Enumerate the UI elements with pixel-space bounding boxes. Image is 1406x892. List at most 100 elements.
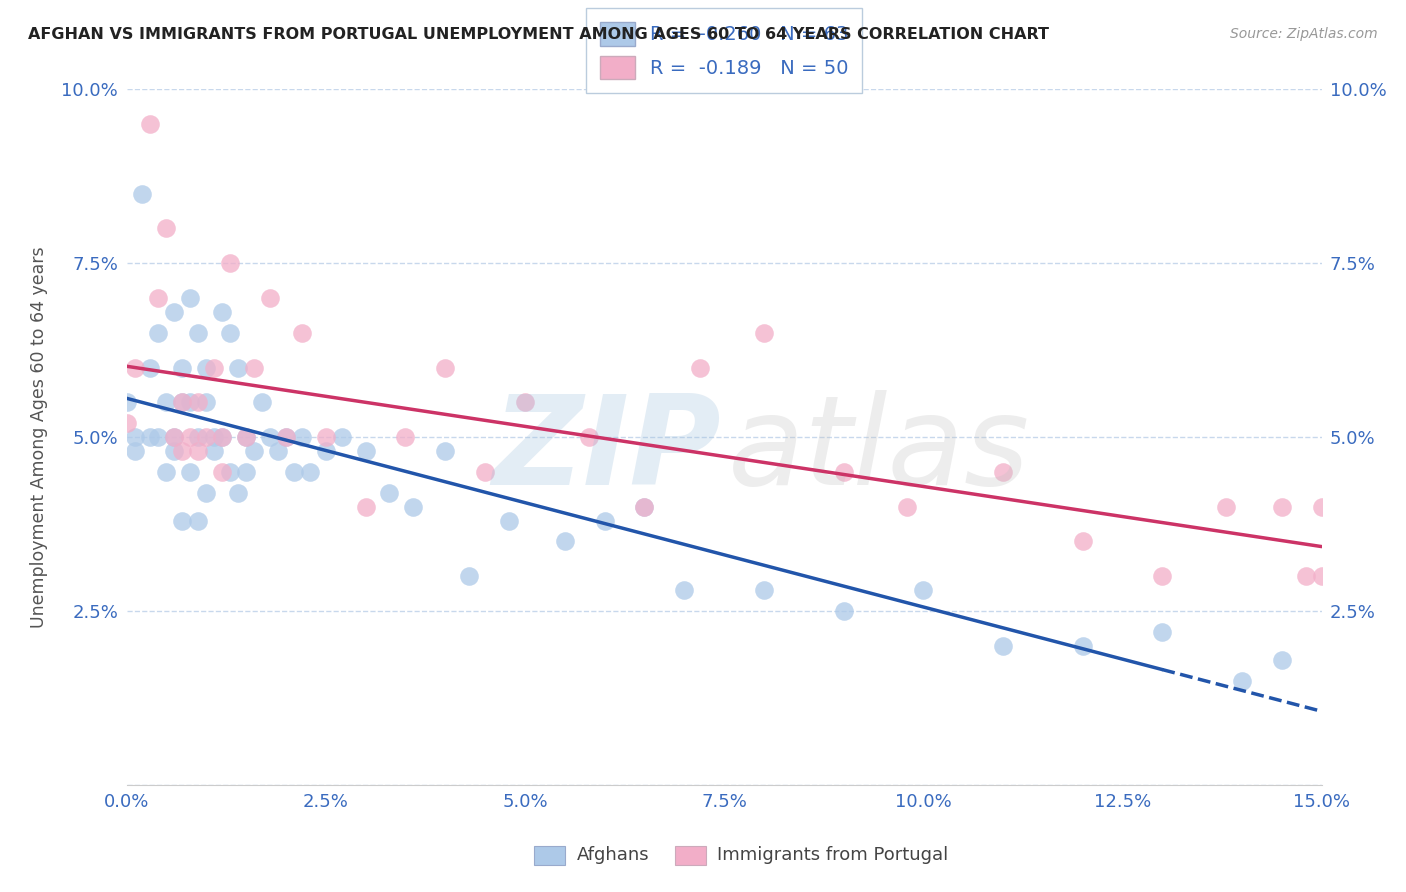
Point (434, 360, 457, 375)
Point (354, 500, 377, 514)
Point (912, 583, 935, 598)
Text: Afghans: Afghans (576, 847, 650, 864)
Point (124, 444, 146, 458)
Point (195, 395, 218, 409)
Point (155, 221, 177, 235)
Y-axis label: Unemployment Among Ages 60 to 64 years: Unemployment Among Ages 60 to 64 years (30, 246, 48, 628)
Point (163, 430, 186, 444)
Text: Source: ZipAtlas.com: Source: ZipAtlas.com (1230, 27, 1378, 41)
Point (195, 360, 218, 375)
Point (1152, 569, 1174, 583)
Point (298, 465, 321, 479)
Point (554, 534, 576, 549)
Point (187, 395, 209, 409)
Text: ZIP: ZIP (492, 391, 720, 511)
Legend: R =  -0.260   N = 63, R =  -0.189   N = 50: R = -0.260 N = 63, R = -0.189 N = 50 (586, 8, 862, 93)
Point (498, 514, 520, 528)
Point (378, 485, 401, 500)
Point (124, 430, 146, 444)
Point (243, 360, 266, 375)
Point (593, 514, 616, 528)
Text: AFGHAN VS IMMIGRANTS FROM PORTUGAL UNEMPLOYMENT AMONG AGES 60 TO 64 YEARS CORREL: AFGHAN VS IMMIGRANTS FROM PORTUGAL UNEMP… (28, 27, 1049, 42)
Point (202, 430, 225, 444)
Point (187, 444, 209, 458)
Point (172, 360, 194, 375)
Point (172, 514, 194, 528)
Point (1310, 500, 1333, 514)
Point (139, 360, 162, 375)
Point (633, 500, 655, 514)
Point (148, 326, 170, 340)
Point (402, 500, 425, 514)
Point (211, 305, 233, 319)
Point (172, 444, 194, 458)
Point (187, 514, 209, 528)
Point (291, 326, 314, 340)
Point (226, 360, 249, 375)
Point (202, 444, 225, 458)
Point (235, 430, 257, 444)
Point (211, 430, 233, 444)
Point (219, 256, 242, 270)
Point (163, 430, 186, 444)
Point (394, 430, 416, 444)
Point (148, 430, 170, 444)
Point (124, 360, 146, 375)
Point (172, 395, 194, 409)
Point (267, 444, 290, 458)
Point (179, 291, 201, 305)
Point (139, 430, 162, 444)
Point (274, 430, 297, 444)
Point (115, 395, 138, 409)
Point (202, 360, 225, 375)
Point (211, 465, 233, 479)
Point (1350, 534, 1372, 549)
Point (1215, 500, 1237, 514)
Point (115, 416, 138, 430)
Point (283, 465, 305, 479)
Point (330, 430, 353, 444)
Point (179, 395, 201, 409)
Point (1152, 624, 1174, 639)
Point (172, 395, 194, 409)
Point (274, 430, 297, 444)
Point (195, 485, 218, 500)
Point (991, 639, 1014, 653)
Point (235, 430, 257, 444)
Point (211, 430, 233, 444)
Point (163, 444, 186, 458)
Point (1271, 653, 1294, 667)
Point (513, 395, 536, 409)
Point (673, 583, 696, 598)
Point (155, 465, 177, 479)
Point (131, 186, 153, 201)
Point (434, 444, 457, 458)
Point (1071, 639, 1094, 653)
Point (315, 430, 337, 444)
Point (187, 326, 209, 340)
Point (1271, 500, 1294, 514)
Point (896, 500, 918, 514)
Point (1310, 569, 1333, 583)
Point (226, 485, 249, 500)
Point (235, 465, 257, 479)
Point (633, 500, 655, 514)
Point (219, 465, 242, 479)
Text: Immigrants from Portugal: Immigrants from Portugal (717, 847, 948, 864)
Point (139, 117, 162, 131)
Point (1374, 569, 1396, 583)
Point (291, 430, 314, 444)
Point (832, 604, 855, 618)
Point (259, 430, 281, 444)
Point (474, 465, 496, 479)
Point (187, 430, 209, 444)
Point (1326, 604, 1348, 618)
Point (458, 569, 481, 583)
Point (354, 444, 377, 458)
Point (315, 444, 337, 458)
Point (163, 305, 186, 319)
Point (832, 465, 855, 479)
Point (179, 430, 201, 444)
Point (1071, 534, 1094, 549)
Point (752, 583, 775, 598)
